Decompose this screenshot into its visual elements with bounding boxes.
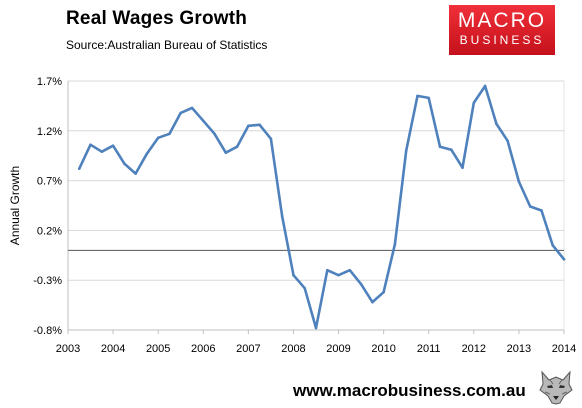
x-tick-label: 2012	[462, 343, 486, 355]
data-point	[292, 273, 295, 277]
x-tick-label: 2009	[326, 343, 350, 355]
data-point	[449, 148, 453, 152]
data-point	[348, 268, 352, 272]
data-point	[213, 132, 216, 136]
data-point	[393, 243, 397, 246]
y-tick-label: 0.2%	[37, 225, 62, 237]
data-point	[100, 150, 104, 154]
x-tick-label: 2006	[191, 343, 215, 355]
chart-source: Source:Australian Bureau of Statistics	[66, 38, 268, 52]
x-tick-label: 2004	[101, 343, 125, 355]
data-point	[551, 244, 555, 247]
tick-labels: -0.8% -0.3% 0.2% 0.7% 1.2% 1.7% 2003 2004 2005 20…	[8, 76, 576, 355]
macrobusiness-logo[interactable]: MACRO BUSINESS	[449, 5, 555, 55]
x-tick-label: 2005	[146, 343, 170, 355]
data-point	[247, 124, 250, 128]
data-point	[89, 143, 92, 147]
data-point	[224, 151, 228, 155]
data-point	[472, 101, 476, 105]
data-point	[145, 152, 149, 156]
data-point	[179, 111, 183, 115]
gridlines	[68, 80, 564, 281]
x-tick-label: 2010	[371, 343, 395, 355]
data-point	[461, 166, 464, 169]
data-point	[506, 139, 509, 143]
logo-line-2: BUSINESS	[459, 33, 545, 47]
data-point	[258, 123, 261, 127]
data-point	[156, 136, 160, 140]
series-line	[78, 84, 566, 330]
data-point	[427, 96, 431, 100]
data-point	[123, 162, 126, 165]
data-point	[416, 94, 419, 98]
data-point	[438, 145, 442, 149]
y-tick-label: -0.8%	[33, 325, 62, 337]
data-point	[371, 300, 374, 304]
wolf-head-icon	[536, 366, 576, 406]
data-point	[190, 106, 194, 110]
data-point	[168, 132, 171, 136]
data-point	[404, 149, 408, 153]
data-point	[235, 145, 239, 149]
data-point	[269, 137, 273, 141]
x-tick-label: 2014	[552, 343, 576, 355]
data-point	[359, 282, 363, 286]
data-point	[325, 268, 329, 272]
y-tick-label: 1.2%	[37, 126, 62, 138]
x-tick-label: 2007	[236, 343, 260, 355]
data-point	[382, 290, 385, 294]
x-tick-label: 2003	[56, 343, 80, 355]
series-layer	[77, 84, 566, 330]
logo-line-1: MACRO	[457, 9, 547, 32]
axes	[67, 81, 565, 334]
data-point	[540, 209, 543, 212]
data-point	[314, 326, 318, 330]
y-tick-label: -0.3%	[33, 275, 62, 287]
data-point	[528, 205, 532, 208]
y-tick-label: 1.7%	[37, 76, 62, 88]
y-axis-label: Annual Growth	[8, 166, 22, 245]
data-point	[483, 84, 487, 88]
data-point	[303, 286, 307, 290]
data-point	[77, 167, 81, 170]
x-tick-label: 2013	[507, 343, 531, 355]
y-tick-label: 0.7%	[37, 176, 62, 188]
data-point	[201, 119, 205, 123]
website-url[interactable]: www.macrobusiness.com.au	[293, 381, 526, 400]
data-point	[111, 144, 115, 148]
x-tick-label: 2011	[417, 343, 441, 355]
data-point	[280, 215, 284, 218]
data-point	[562, 257, 566, 261]
chart-title: Real Wages Growth	[66, 8, 248, 29]
x-tick-label: 2008	[281, 343, 305, 355]
data-point	[495, 122, 498, 126]
data-point	[134, 172, 137, 175]
data-point	[517, 180, 521, 183]
data-point	[337, 273, 340, 277]
